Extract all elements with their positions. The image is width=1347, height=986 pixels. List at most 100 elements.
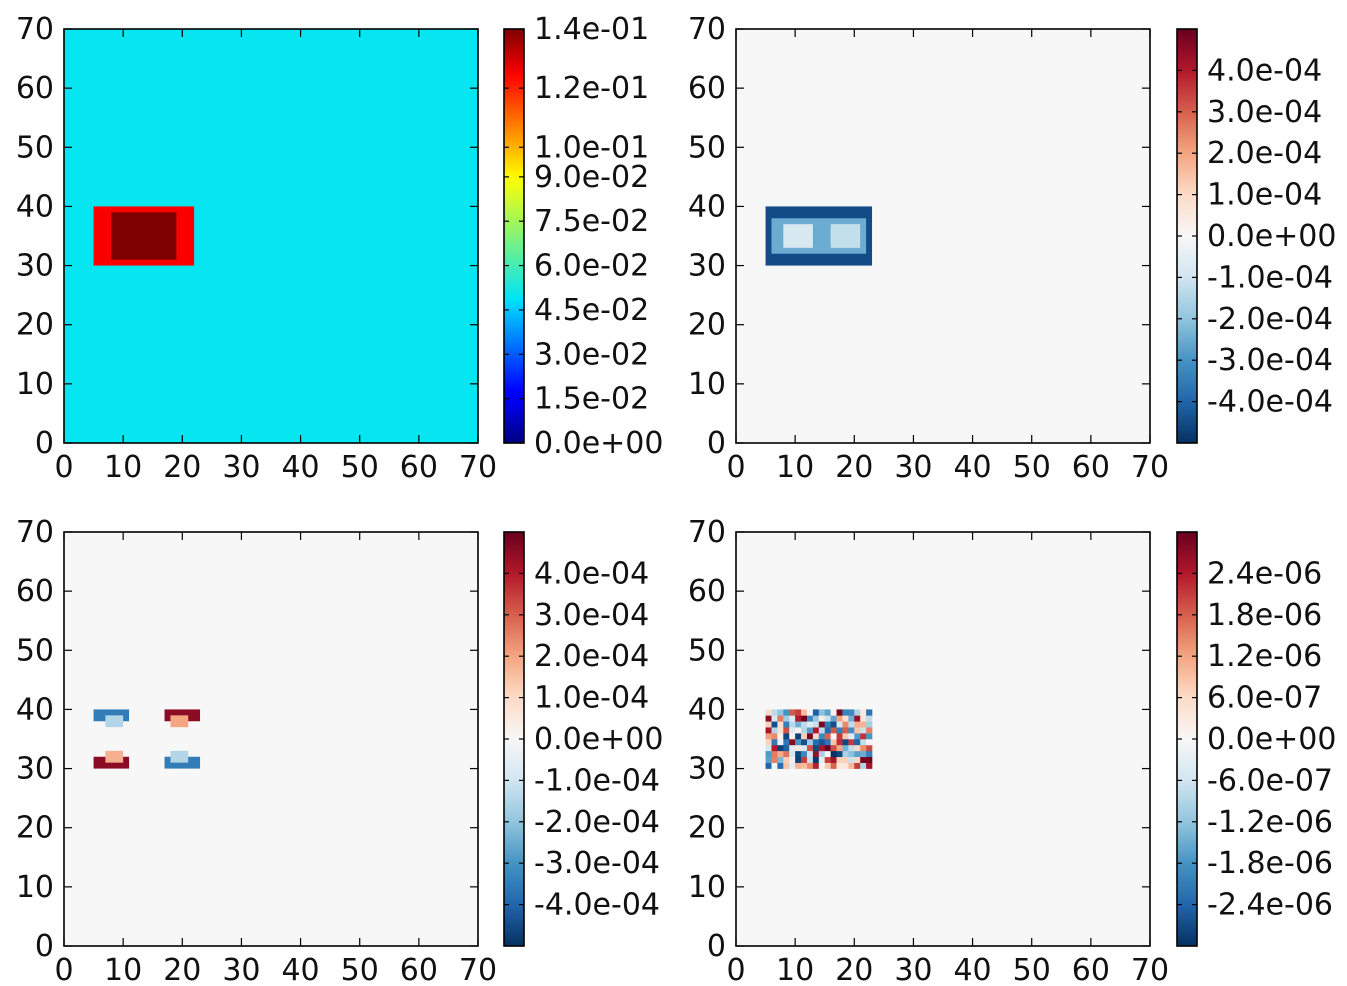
y-tick-label: 60	[688, 574, 726, 609]
y-tick-label: 40	[688, 692, 726, 727]
heatmap-cell	[789, 709, 796, 716]
heatmap-cell	[783, 739, 790, 746]
y-tick-label: 40	[16, 189, 54, 224]
heatmap-cell	[783, 721, 790, 728]
colorbar-tick-label: 0.0e+00	[534, 426, 663, 461]
heatmap-cell	[818, 733, 826, 740]
heatmap-region	[170, 750, 189, 763]
colorbar-tick-label: -1.2e-06	[1207, 805, 1333, 840]
heatmap-cell	[854, 750, 861, 758]
y-tick-label: 70	[688, 515, 726, 550]
y-tick-label: 70	[16, 515, 54, 550]
heatmap-cell	[777, 739, 784, 746]
heatmap-cell	[812, 727, 820, 734]
x-tick-label: 10	[104, 450, 142, 485]
heatmap-cell	[801, 756, 808, 763]
heatmap-cell	[818, 750, 826, 758]
heatmap-cell	[830, 709, 837, 716]
heatmap-cell	[795, 744, 802, 752]
x-tick-label: 10	[104, 953, 142, 986]
x-tick-label: 20	[163, 953, 201, 986]
heatmap-cell	[866, 715, 873, 722]
heatmap-cell	[854, 733, 861, 740]
heatmap-cell	[789, 733, 796, 740]
heatmap-cell	[824, 721, 831, 728]
heatmap-cell	[795, 739, 802, 746]
heatmap-cell	[818, 739, 826, 746]
x-tick-label: 50	[341, 450, 379, 485]
colorbar-tick-label: 2.0e-04	[1207, 136, 1322, 171]
heatmap-panel-bottom-left: 0 10 20 30 40 50 60 70 0 10 20 30 40 50 60 70 -4.0e-04 -3…	[16, 515, 664, 986]
heatmap-cell	[765, 739, 772, 746]
heatmap-cell	[824, 733, 831, 740]
x-tick-label: 50	[341, 953, 379, 986]
heatmap-cell	[801, 709, 808, 716]
colorbar-tick-label: 1.2e-06	[1207, 639, 1322, 674]
heatmap-cell	[765, 727, 772, 734]
heatmap-background	[64, 532, 478, 946]
heatmap-cell	[806, 762, 814, 769]
colorbar-tick-label: 4.0e-04	[1207, 53, 1322, 88]
heatmap-cell	[789, 756, 796, 763]
heatmap-cell	[848, 756, 855, 763]
heatmap-cell	[771, 733, 778, 740]
heatmap-cell	[842, 762, 849, 769]
heatmap-cell	[854, 715, 861, 722]
heatmap-cell	[848, 721, 855, 728]
heatmap-cell	[836, 715, 843, 722]
heatmap-cell	[824, 709, 831, 716]
heatmap-cell	[765, 733, 772, 740]
x-tick-label: 70	[459, 953, 497, 986]
heatmap-cell	[848, 762, 855, 769]
colorbar-tick-label: -2.0e-04	[1207, 302, 1333, 337]
heatmap-cell	[866, 721, 873, 728]
x-tick-label: 60	[1072, 953, 1110, 986]
heatmap-cell	[806, 756, 814, 763]
y-tick-label: 20	[688, 308, 726, 343]
colorbar-tick-label: -1.8e-06	[1207, 846, 1333, 881]
heatmap-cell	[860, 715, 867, 722]
y-tick-label: 40	[688, 189, 726, 224]
axes-frame	[63, 531, 479, 947]
heatmap-cell	[836, 739, 843, 746]
colorbar-tick-label: 3.0e-04	[1207, 95, 1322, 130]
x-tick-label: 10	[776, 450, 814, 485]
heatmap-cell	[848, 739, 855, 746]
heatmap-cell	[824, 744, 831, 752]
y-tick-label: 20	[16, 308, 54, 343]
colorbar-tick-label: -4.0e-04	[534, 888, 660, 923]
heatmap-cell	[771, 762, 778, 769]
heatmap-cell	[795, 715, 802, 722]
heatmap-cell	[860, 744, 867, 752]
heatmap-cell	[854, 721, 861, 728]
heatmap-cell	[824, 715, 831, 722]
heatmap-cell	[783, 756, 790, 763]
y-tick-label: 50	[16, 633, 54, 668]
x-tick-label: 0	[54, 450, 73, 485]
heatmap-cell	[795, 762, 802, 769]
y-tick-label: 10	[688, 870, 726, 905]
heatmap-cell	[836, 756, 843, 763]
heatmap-cell	[795, 721, 802, 728]
y-tick-label: 10	[688, 367, 726, 402]
heatmap-region	[170, 715, 189, 728]
heatmap-cell	[830, 739, 837, 746]
heatmap-cell	[824, 750, 831, 758]
heatmap-cell	[866, 762, 873, 769]
heatmap-cell	[777, 733, 784, 740]
colorbar-tick-label: 6.0e-07	[1207, 681, 1322, 716]
heatmap-cell	[824, 756, 831, 763]
heatmap-cell	[836, 727, 843, 734]
heatmap-cell	[842, 739, 849, 746]
heatmap-cell	[801, 733, 808, 740]
heatmap-cell	[830, 756, 837, 763]
heatmap-cell	[812, 715, 820, 722]
heatmap-cell	[783, 744, 790, 752]
colorbar-tick-label: 1.5e-02	[534, 382, 649, 417]
heatmap-cell	[842, 715, 849, 722]
heatmap-cell	[866, 744, 873, 752]
heatmap-cell	[836, 721, 843, 728]
heatmap-cell	[836, 750, 843, 758]
y-tick-label: 20	[16, 811, 54, 846]
y-tick-label: 10	[16, 367, 54, 402]
